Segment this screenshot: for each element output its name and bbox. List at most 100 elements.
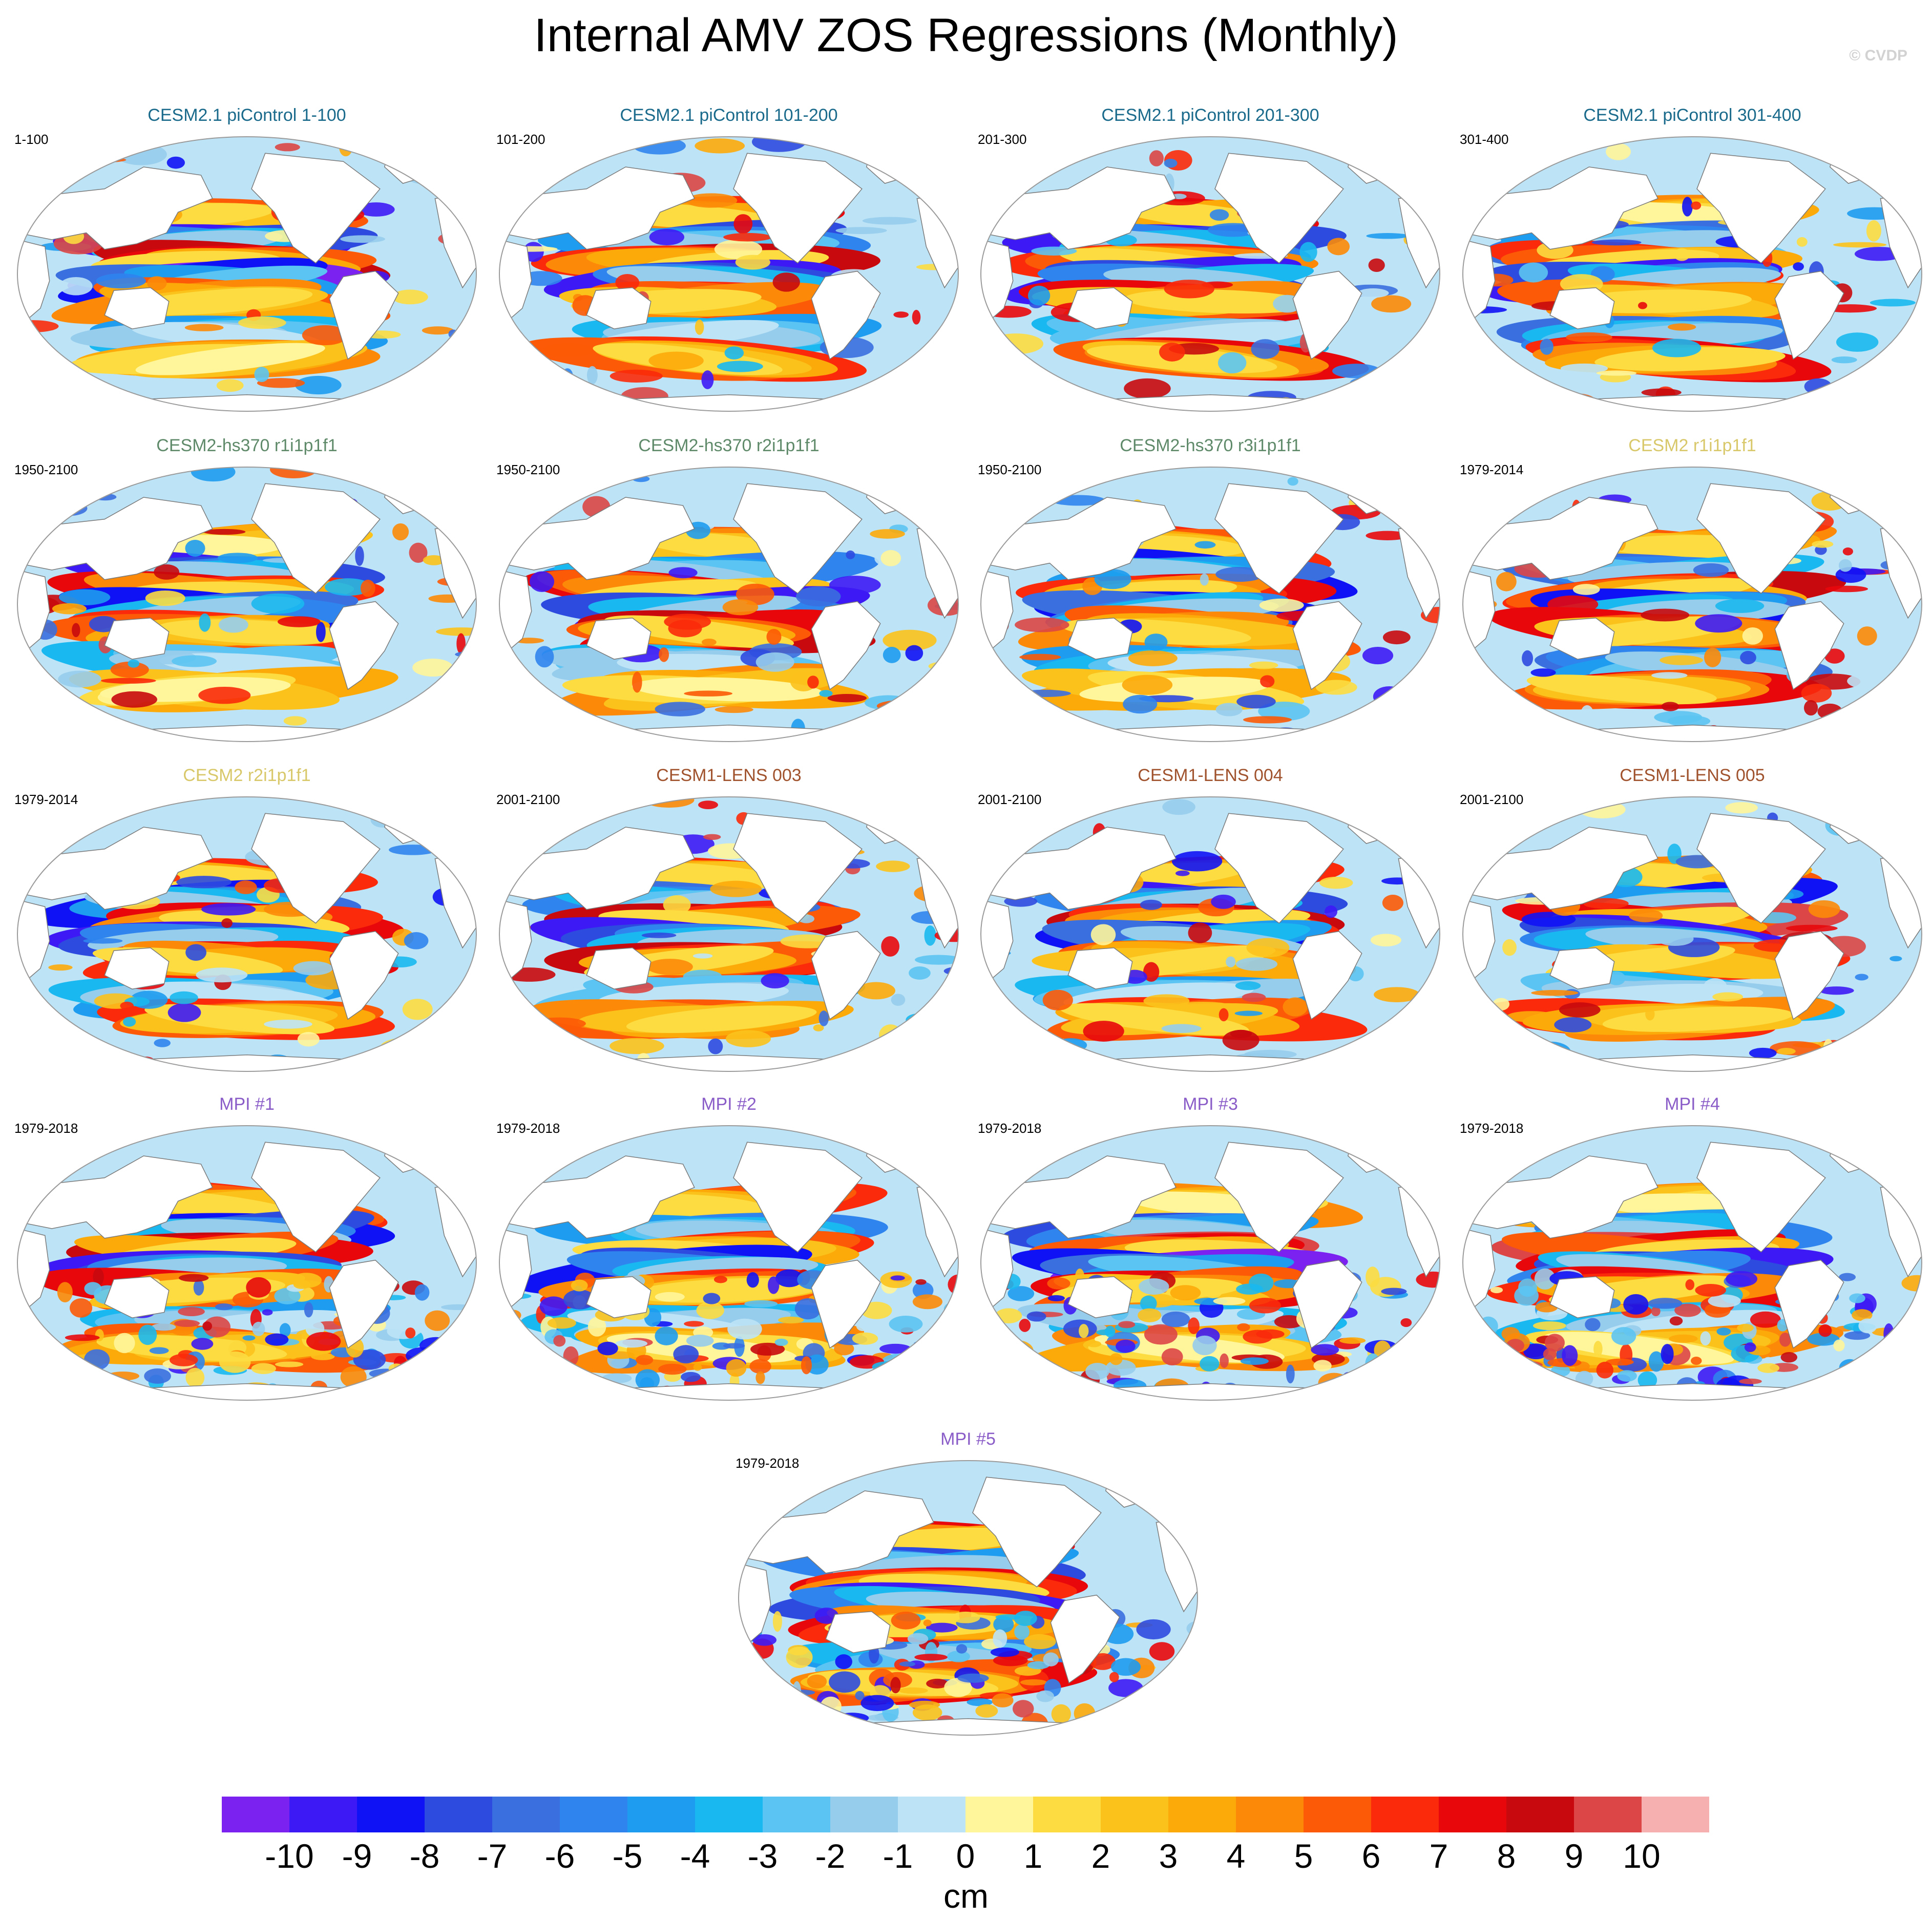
colorbar-tick-label: -7 xyxy=(477,1837,508,1875)
panel-period: 201-300 xyxy=(978,132,1027,147)
land-mass xyxy=(811,931,881,1020)
field-blob xyxy=(235,880,257,894)
field-blob xyxy=(1003,1395,1027,1400)
field-blob xyxy=(84,1282,102,1295)
field-blob xyxy=(1018,1387,1031,1400)
field-blob xyxy=(1103,1721,1115,1733)
field-blob xyxy=(1366,1267,1380,1288)
field-blob xyxy=(714,239,763,259)
field-blob xyxy=(1651,1306,1661,1317)
field-blob xyxy=(1319,1394,1350,1400)
field-blob xyxy=(860,1695,894,1712)
land-mass xyxy=(825,1611,891,1653)
field-blob xyxy=(1431,1343,1440,1356)
field-blob xyxy=(1496,572,1517,592)
field-blob xyxy=(1843,1385,1873,1400)
field-blob xyxy=(749,1359,771,1374)
field-blob xyxy=(1164,280,1214,299)
field-blob xyxy=(421,1373,452,1387)
field-blob xyxy=(17,1029,40,1049)
field-blob xyxy=(1222,1029,1259,1051)
field-blob xyxy=(981,498,1002,517)
field-blob xyxy=(58,589,111,605)
field-blob xyxy=(756,1673,771,1682)
map-panel: MPI #1 1979-2018 xyxy=(6,1094,488,1411)
field-blob xyxy=(17,164,46,185)
field-blob xyxy=(1641,388,1682,397)
field-blob xyxy=(1237,1323,1250,1332)
field-blob xyxy=(940,813,953,821)
regression-map xyxy=(980,796,1440,1072)
land-mass xyxy=(1463,497,1658,580)
colorbar-tick-label: -5 xyxy=(612,1837,643,1875)
field-blob xyxy=(696,1301,725,1319)
panel-title: CESM2-hs370 r3i1p1f1 xyxy=(1120,436,1301,455)
field-blob xyxy=(1397,1362,1411,1383)
field-blob xyxy=(883,647,901,663)
land-mass xyxy=(17,569,50,653)
field-blob xyxy=(1362,646,1394,665)
field-band xyxy=(632,677,823,702)
field-blob xyxy=(1128,650,1178,666)
field-blob xyxy=(417,1391,446,1400)
land-mass xyxy=(499,166,695,250)
field-blob xyxy=(820,1696,842,1717)
field-blob xyxy=(203,529,246,535)
field-blob xyxy=(1031,246,1077,256)
panel-title: CESM2 r1i1p1f1 xyxy=(1628,436,1756,455)
land-mass xyxy=(1292,931,1362,1020)
field-blob xyxy=(1825,585,1868,593)
field-blob xyxy=(58,670,101,688)
field-blob xyxy=(532,1017,586,1030)
field-blob xyxy=(215,1303,233,1311)
colorbar-swatch xyxy=(695,1797,763,1832)
field-blob xyxy=(1088,1723,1101,1735)
field-blob xyxy=(924,925,936,946)
field-blob xyxy=(880,550,901,566)
field-blob xyxy=(49,500,88,516)
land-mass xyxy=(981,166,1177,250)
field-blob xyxy=(710,880,762,897)
field-blob xyxy=(1900,1377,1918,1392)
field-blob xyxy=(1917,978,1922,991)
field-blob xyxy=(1096,1329,1115,1336)
field-blob xyxy=(1685,1279,1695,1291)
field-blob xyxy=(928,662,953,670)
field-blob xyxy=(923,1381,957,1391)
field-blob xyxy=(1617,1370,1637,1382)
field-blob xyxy=(499,689,543,710)
field-blob xyxy=(1838,559,1852,572)
field-blob xyxy=(535,1370,552,1386)
panel-period: 2001-2100 xyxy=(496,792,560,807)
field-blob xyxy=(530,1363,556,1383)
field-blob xyxy=(926,1678,949,1689)
field-blob xyxy=(1360,400,1404,411)
land-mass xyxy=(981,1228,1014,1312)
field-blob xyxy=(1839,1359,1861,1377)
field-blob xyxy=(1144,634,1168,651)
field-blob xyxy=(991,825,1009,839)
field-blob xyxy=(1674,1303,1701,1317)
field-blob xyxy=(1882,682,1922,691)
field-blob xyxy=(47,383,71,395)
field-blob xyxy=(138,1324,157,1345)
regression-map xyxy=(17,796,477,1072)
field-blob xyxy=(1416,350,1440,358)
land-mass xyxy=(17,899,50,983)
land-mass xyxy=(1292,270,1362,360)
regression-map xyxy=(980,467,1440,742)
field-blob xyxy=(420,1380,447,1393)
field-blob xyxy=(293,1280,311,1289)
field-blob xyxy=(775,1269,803,1288)
land-mass xyxy=(499,239,532,323)
land-mass xyxy=(499,899,532,983)
field-blob xyxy=(981,1344,1000,1351)
field-blob xyxy=(1392,1354,1420,1373)
field-blob xyxy=(377,732,408,742)
land-mass xyxy=(1292,601,1362,690)
field-blob xyxy=(827,693,867,703)
field-blob xyxy=(1801,684,1832,703)
field-blob xyxy=(1695,1283,1726,1297)
field-blob xyxy=(1124,378,1171,399)
field-blob xyxy=(1371,295,1412,313)
